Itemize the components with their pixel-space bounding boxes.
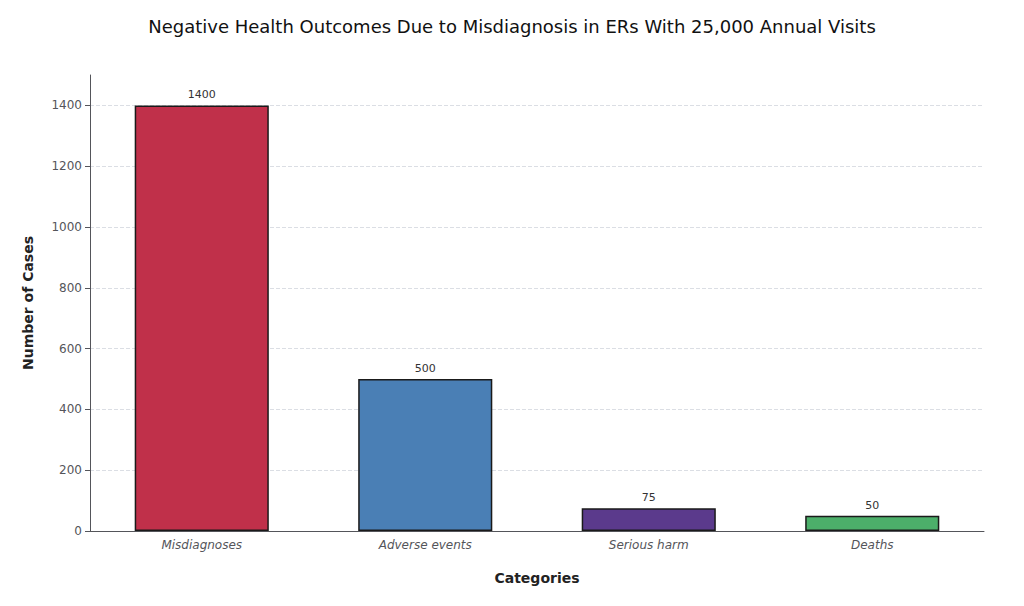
svg-text:50: 50 — [865, 499, 879, 512]
svg-text:1400: 1400 — [188, 88, 216, 101]
svg-text:Number of Cases: Number of Cases — [20, 236, 36, 370]
svg-text:Misdiagnoses: Misdiagnoses — [161, 538, 242, 552]
svg-text:1000: 1000 — [51, 220, 82, 234]
svg-text:0: 0 — [74, 524, 82, 538]
svg-text:Categories: Categories — [494, 570, 579, 586]
svg-text:Serious harm: Serious harm — [609, 538, 689, 552]
svg-text:1400: 1400 — [51, 98, 82, 112]
svg-text:1200: 1200 — [51, 159, 82, 173]
svg-text:200: 200 — [59, 463, 82, 477]
svg-text:600: 600 — [59, 342, 82, 356]
svg-text:400: 400 — [59, 402, 82, 416]
svg-text:75: 75 — [642, 491, 656, 504]
svg-text:Adverse events: Adverse events — [378, 538, 472, 552]
svg-text:800: 800 — [59, 281, 82, 295]
svg-text:Deaths: Deaths — [851, 538, 894, 552]
svg-text:Negative Health Outcomes Due t: Negative Health Outcomes Due to Misdiagn… — [148, 16, 876, 37]
svg-text:500: 500 — [415, 362, 436, 375]
